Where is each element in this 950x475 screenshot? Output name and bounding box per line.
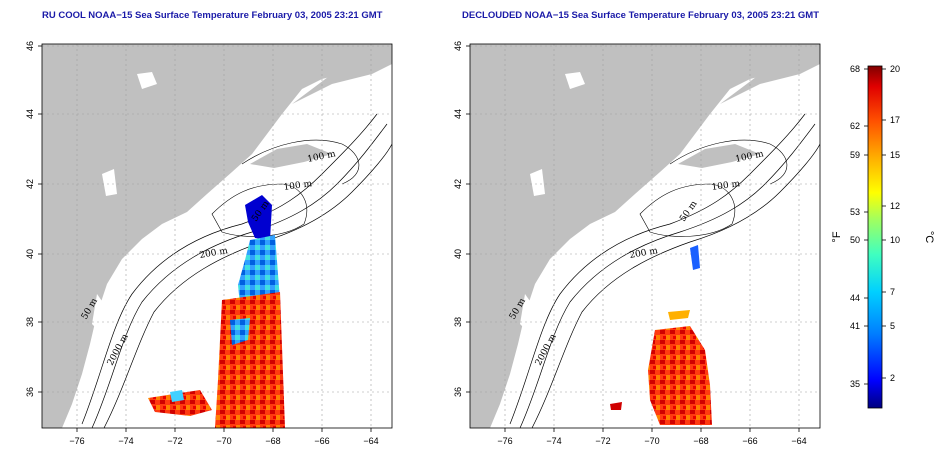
colorbar-gradient — [867, 65, 883, 409]
y-tick-label: 38 — [453, 317, 463, 327]
y-tick-label: 42 — [453, 179, 463, 189]
x-tick-label: −72 — [595, 436, 610, 446]
x-tick-label: −66 — [742, 436, 757, 446]
y-tick-label: 40 — [453, 249, 463, 259]
x-tick-label: −74 — [118, 436, 133, 446]
x-tick-label: −64 — [363, 436, 378, 446]
x-tick-label: −68 — [693, 436, 708, 446]
colorbar-f-tick: 41 — [850, 321, 860, 331]
colorbar-f-tick: 53 — [850, 207, 860, 217]
colorbar-c-tick: 17 — [890, 115, 900, 125]
sst-swath-declouded — [610, 245, 712, 425]
y-tick-label: 42 — [25, 179, 35, 189]
y-tick-label: 44 — [25, 109, 35, 119]
colorbar-c-tick: 20 — [890, 64, 900, 74]
colorbar-c-label: °C — [923, 231, 935, 243]
x-tick-label: −70 — [644, 436, 659, 446]
y-tick-label: 36 — [25, 387, 35, 397]
y-tick-label: 36 — [453, 387, 463, 397]
colorbar-f-tick: 59 — [850, 150, 860, 160]
sst-swath-raw — [148, 195, 285, 428]
y-tick-label: 46 — [453, 41, 463, 51]
x-tick-label: −74 — [546, 436, 561, 446]
colorbar-f-tick: 62 — [850, 121, 860, 131]
y-tick-label: 38 — [25, 317, 35, 327]
colorbar-f-tick: 44 — [850, 293, 860, 303]
panel-title-raw: RU COOL NOAA−15 Sea Surface Temperature … — [42, 10, 383, 21]
x-tick-label: −68 — [265, 436, 280, 446]
y-tick-label: 40 — [25, 249, 35, 259]
colorbar-c-tick: 15 — [890, 150, 900, 160]
contour-label: 100 m — [283, 179, 313, 193]
x-tick-label: −70 — [216, 436, 231, 446]
map-panel-raw — [41, 43, 393, 429]
x-tick-label: −76 — [497, 436, 512, 446]
map-panel-declouded — [469, 43, 821, 429]
x-tick-label: −64 — [791, 436, 806, 446]
axis-ticks — [38, 45, 800, 432]
colorbar: 68 62 59 53 50 44 41 35 20 17 15 12 10 7… — [831, 64, 935, 409]
y-tick-label: 46 — [25, 41, 35, 51]
x-tick-label: −76 — [69, 436, 84, 446]
colorbar-c-tick: 7 — [890, 287, 895, 297]
colorbar-c-tick: 5 — [890, 321, 895, 331]
x-tick-label: −66 — [314, 436, 329, 446]
colorbar-f-tick: 68 — [850, 64, 860, 74]
contour-label: 200 m — [199, 246, 229, 261]
colorbar-f-tick: 35 — [850, 379, 860, 389]
colorbar-c-tick: 2 — [890, 373, 895, 383]
colorbar-c-tick: 10 — [890, 235, 900, 245]
colorbar-f-tick: 50 — [850, 235, 860, 245]
y-tick-label: 44 — [453, 109, 463, 119]
x-tick-label: −72 — [167, 436, 182, 446]
colorbar-f-label: °F — [831, 231, 843, 242]
contour-label: 100 m — [711, 179, 741, 193]
panel-title-declouded: DECLOUDED NOAA−15 Sea Surface Temperatur… — [462, 10, 820, 21]
colorbar-c-tick: 12 — [890, 201, 900, 211]
contour-label: 200 m — [629, 246, 659, 261]
